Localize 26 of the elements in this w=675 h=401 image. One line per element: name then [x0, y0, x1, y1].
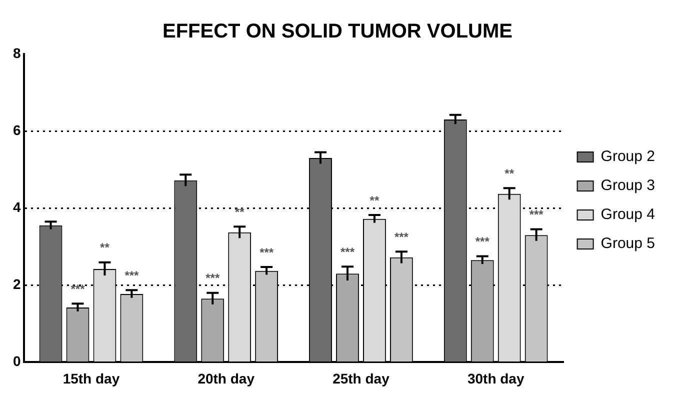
x-tick-label: 15th day	[62, 370, 120, 386]
data-label: ***	[70, 282, 86, 296]
data-label: **	[370, 193, 380, 208]
y-tick-label: 2	[12, 276, 21, 292]
y-tick-label: 6	[12, 122, 21, 138]
legend-label: Group 2	[600, 148, 656, 166]
data-label: **	[504, 166, 514, 180]
x-tick-label: 30th day	[467, 370, 524, 386]
y-tick-label: 0	[12, 353, 21, 370]
data-label: **	[234, 204, 245, 219]
x-tick-label: 20th day	[198, 370, 255, 386]
data-label: ***	[124, 268, 140, 282]
legend-label: Group 3	[600, 177, 656, 194]
data-label: ***	[394, 230, 409, 244]
data-label: ***	[529, 208, 544, 222]
data-label: **	[100, 240, 110, 255]
x-tick-label: 25th day	[332, 370, 390, 386]
data-label: ***	[475, 234, 490, 249]
chart-title: EFFECT ON SOLID TUMOR VOLUME	[162, 20, 512, 43]
legend-label: Group 5	[600, 235, 656, 252]
y-tick-label: 8	[12, 44, 21, 61]
data-label: ***	[206, 271, 220, 286]
y-tick-label: 4	[12, 198, 21, 215]
data-label: ***	[260, 245, 274, 260]
legend-label: Group 4	[600, 206, 656, 224]
data-label: ***	[340, 244, 355, 259]
